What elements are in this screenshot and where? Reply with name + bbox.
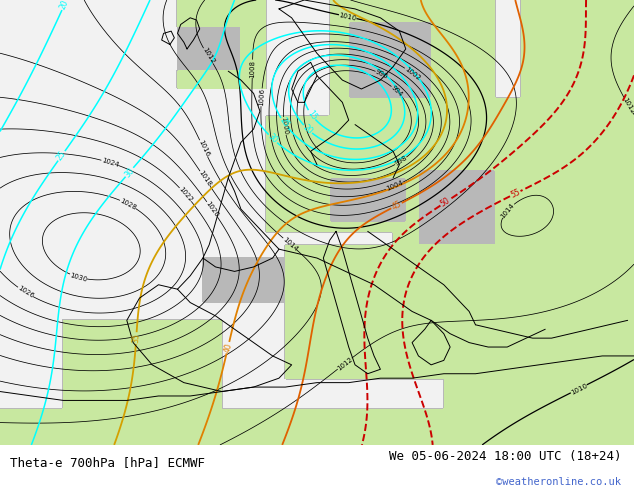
Text: 1004: 1004: [385, 180, 404, 193]
Text: 1006: 1006: [258, 88, 265, 106]
Text: 35: 35: [131, 333, 141, 343]
Text: 1028: 1028: [119, 197, 138, 211]
Text: 998: 998: [394, 155, 408, 167]
Text: 30: 30: [266, 132, 280, 146]
Text: 1016: 1016: [197, 139, 210, 158]
Text: 1012: 1012: [336, 356, 354, 371]
Text: 1008: 1008: [249, 59, 256, 77]
Text: 40: 40: [223, 342, 233, 353]
Text: 1030: 1030: [69, 272, 88, 282]
Text: 1010: 1010: [339, 12, 357, 22]
Text: 1022: 1022: [178, 186, 193, 203]
Text: 1026: 1026: [16, 285, 35, 299]
Text: 1012: 1012: [621, 96, 634, 115]
Text: 55: 55: [509, 188, 522, 200]
Text: 1024: 1024: [101, 157, 119, 168]
Text: 1014: 1014: [281, 236, 299, 252]
Text: 1018: 1018: [198, 170, 212, 188]
Text: 25: 25: [278, 116, 290, 129]
Text: Theta-e 700hPa [hPa] ECMWF: Theta-e 700hPa [hPa] ECMWF: [10, 457, 205, 469]
Text: 25: 25: [55, 149, 68, 162]
Text: 1012: 1012: [201, 47, 216, 65]
Text: ©weatheronline.co.uk: ©weatheronline.co.uk: [496, 477, 621, 487]
Text: 996: 996: [374, 69, 389, 80]
Text: 50: 50: [439, 196, 452, 209]
Text: 1000: 1000: [280, 117, 288, 135]
Text: 20: 20: [58, 0, 70, 11]
Text: 1002: 1002: [403, 66, 421, 81]
Text: We 05-06-2024 18:00 UTC (18+24): We 05-06-2024 18:00 UTC (18+24): [389, 450, 621, 463]
Text: 45: 45: [390, 199, 403, 212]
Text: 15: 15: [305, 108, 318, 122]
Text: 1014: 1014: [500, 202, 515, 219]
Text: 20: 20: [301, 122, 314, 136]
Text: 994: 994: [390, 84, 403, 98]
Text: 1010: 1010: [569, 382, 588, 395]
Text: 30: 30: [123, 166, 136, 179]
Text: 1020: 1020: [204, 200, 219, 218]
